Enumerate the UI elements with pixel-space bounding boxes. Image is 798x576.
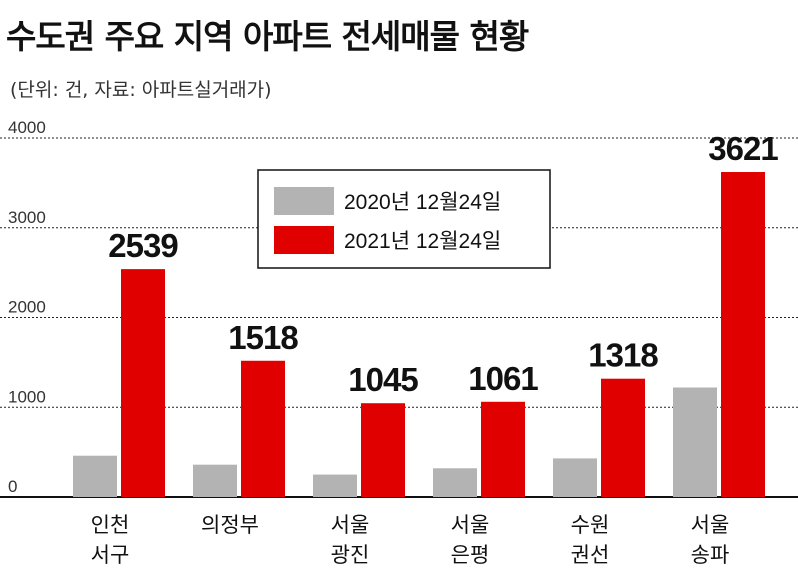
category-label: 은평 bbox=[451, 543, 490, 567]
y-tick-label: 4000 bbox=[8, 118, 46, 137]
category-label: 권선 bbox=[571, 543, 610, 567]
category-label: 인천 bbox=[91, 513, 130, 537]
bar-2020 bbox=[313, 474, 357, 497]
y-tick-label: 2000 bbox=[8, 298, 46, 317]
bar-2021 bbox=[121, 269, 165, 497]
bar-2020 bbox=[193, 464, 237, 497]
category-label: 서구 bbox=[91, 543, 130, 567]
bar-2021 bbox=[481, 401, 525, 497]
legend-label-2021: 2021년 12월24일 bbox=[344, 230, 501, 253]
bar-2020 bbox=[553, 458, 597, 497]
legend-label-2020: 2020년 12월24일 bbox=[344, 191, 501, 214]
bar-value-label: 1045 bbox=[348, 361, 418, 398]
bar-value-label: 3621 bbox=[708, 130, 778, 167]
legend-swatch-2020 bbox=[274, 187, 334, 215]
y-tick-label: 3000 bbox=[8, 208, 46, 227]
y-tick-label: 1000 bbox=[8, 387, 46, 406]
bars bbox=[73, 172, 765, 497]
category-label: 의정부 bbox=[201, 513, 259, 537]
bar-2020 bbox=[73, 455, 117, 497]
bar-value-label: 1061 bbox=[468, 360, 538, 397]
bar-value-label: 2539 bbox=[108, 227, 178, 264]
legend: 2020년 12월24일 2021년 12월24일 bbox=[257, 169, 551, 269]
bar-2020 bbox=[433, 468, 477, 497]
chart-title: 수도권 주요 지역 아파트 전세매물 현황 bbox=[6, 17, 529, 56]
bar-2021 bbox=[601, 378, 645, 497]
bar-2021 bbox=[241, 360, 285, 497]
category-label: 송파 bbox=[691, 543, 730, 567]
category-label: 광진 bbox=[331, 543, 370, 567]
y-tick-label: 0 bbox=[8, 477, 17, 496]
bar-value-label: 1318 bbox=[588, 337, 658, 374]
bar-2020 bbox=[673, 387, 717, 497]
legend-swatch-2021 bbox=[274, 226, 334, 254]
category-label: 서울 bbox=[451, 513, 490, 537]
data-labels: 2539 1518 1045 1061 1318 3621 bbox=[108, 130, 779, 398]
category-label: 서울 bbox=[331, 513, 370, 537]
category-label: 수원 bbox=[571, 513, 610, 537]
bar-2021 bbox=[721, 172, 765, 497]
bar-value-label: 1518 bbox=[228, 319, 298, 356]
bar-2021 bbox=[361, 403, 405, 497]
chart-subtitle: (단위: 건, 자료: 아파트실거래가) bbox=[10, 79, 272, 101]
category-label: 서울 bbox=[691, 513, 730, 537]
